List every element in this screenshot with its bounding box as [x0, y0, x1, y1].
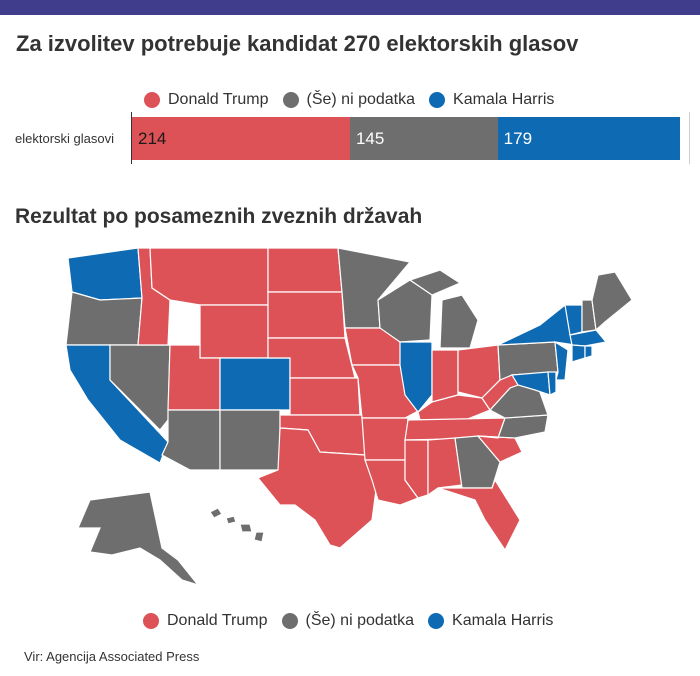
- state-maine: [591, 271, 633, 332]
- state-florida: [437, 478, 521, 552]
- bar-segment-harris: 179: [497, 117, 680, 160]
- legend-item-none: (Še) ni podatka: [282, 91, 416, 109]
- state-oregon: [65, 291, 143, 346]
- state-north-dakota: [267, 247, 343, 293]
- legend-label-trump: Donald Trump: [168, 91, 269, 108]
- source-note: Vir: Agencija Associated Press: [24, 649, 200, 664]
- top-color-bar: [0, 0, 700, 15]
- state-alaska: [77, 491, 200, 587]
- state-texas: [257, 427, 379, 549]
- state-colorado: [219, 357, 291, 411]
- state-south-dakota: [267, 291, 346, 339]
- bar-category-label: elektorski glasovi: [15, 131, 114, 146]
- legend-item-harris: Kamala Harris: [429, 91, 554, 109]
- map-legend-label-harris: Kamala Harris: [452, 612, 554, 629]
- state-hawaii: [209, 507, 265, 543]
- bar-segment-trump: 214: [132, 117, 350, 160]
- map-legend-item-harris: Kamala Harris: [428, 612, 553, 630]
- state-rhode-island: [584, 345, 593, 359]
- state-indiana: [431, 349, 459, 403]
- map-legend-dot-trump: [143, 613, 159, 629]
- chart-title: Za izvolitev potrebuje kandidat 270 elek…: [16, 31, 579, 56]
- legend-label-harris: Kamala Harris: [453, 91, 555, 108]
- state-new-mexico: [219, 409, 281, 471]
- state-new-jersey: [554, 340, 569, 381]
- bar-value-label: 145: [355, 128, 385, 148]
- state-kansas: [289, 377, 361, 416]
- map-legend-item-none: (Še) ni podatka: [281, 612, 415, 630]
- map-legend-label-none: (Še) ni podatka: [305, 612, 415, 629]
- state-mississippi: [404, 439, 429, 499]
- legend-dot-trump: [144, 92, 160, 108]
- state-montana: [149, 247, 269, 306]
- legend-label-none: (Še) ni podatka: [306, 91, 416, 108]
- map-legend-label-trump: Donald Trump: [167, 612, 268, 629]
- bar-value-label: 214: [138, 128, 167, 148]
- map-legend-item-trump: Donald Trump: [143, 612, 268, 630]
- legend-dot-harris: [429, 92, 446, 108]
- state-arizona: [161, 409, 221, 471]
- map-title: Rezultat po posameznih zveznih državah: [15, 205, 423, 228]
- state-massachusetts: [569, 329, 608, 347]
- state-alabama: [427, 437, 463, 497]
- state-maryland: [510, 371, 551, 396]
- state-arkansas: [361, 417, 409, 461]
- bar-legend: Donald Trump (Še) ni podatka Kamala Harr…: [144, 91, 568, 109]
- bar-end-line: [689, 112, 690, 164]
- us-results-map: [65, 247, 633, 587]
- legend-dot-none: [282, 92, 299, 108]
- bar-value-label: 179: [503, 128, 533, 148]
- state-new-york: [497, 303, 576, 346]
- state-michigan: [408, 269, 479, 349]
- bar-axis-line: [131, 112, 132, 164]
- state-connecticut: [571, 344, 586, 363]
- map-legend-dot-none: [281, 613, 298, 629]
- state-delaware: [547, 371, 557, 396]
- legend-item-trump: Donald Trump: [144, 91, 269, 109]
- state-wyoming: [199, 304, 269, 359]
- map-legend-dot-harris: [428, 613, 445, 629]
- bar-segment-none: 145: [349, 117, 498, 160]
- map-legend: Donald Trump (Še) ni podatka Kamala Harr…: [143, 612, 567, 630]
- state-washington: [67, 247, 143, 301]
